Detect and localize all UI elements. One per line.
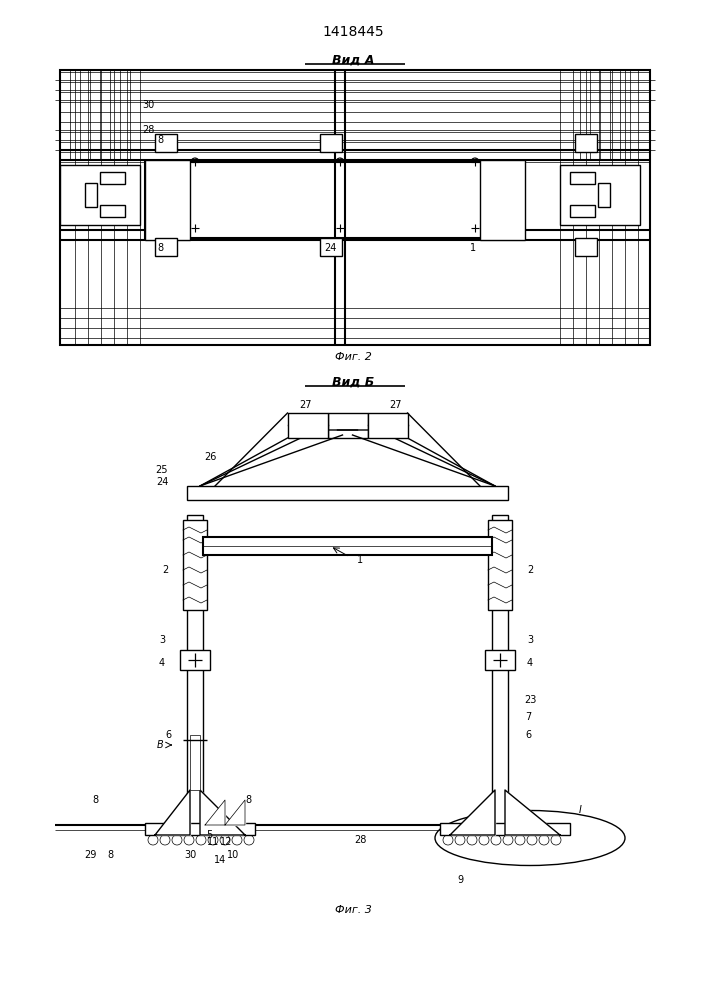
Bar xyxy=(180,650,210,670)
Bar xyxy=(190,735,200,790)
Bar xyxy=(560,165,640,225)
Text: 8: 8 xyxy=(92,795,98,805)
Bar xyxy=(183,520,207,610)
Text: 8: 8 xyxy=(245,795,251,805)
Bar xyxy=(203,537,492,555)
Text: 27: 27 xyxy=(389,400,402,410)
Bar xyxy=(488,520,512,610)
Text: 30: 30 xyxy=(184,850,196,860)
Bar xyxy=(288,413,327,438)
Bar xyxy=(440,823,570,835)
Bar xyxy=(187,515,203,825)
Bar xyxy=(575,238,597,256)
Text: 14: 14 xyxy=(214,855,226,865)
Bar xyxy=(480,160,525,240)
Bar xyxy=(100,172,125,184)
Polygon shape xyxy=(225,800,245,825)
Polygon shape xyxy=(505,790,560,835)
Text: 24: 24 xyxy=(324,243,337,253)
Polygon shape xyxy=(155,790,190,835)
Text: 5: 5 xyxy=(206,830,212,840)
Text: 23: 23 xyxy=(524,695,536,705)
Bar xyxy=(320,134,342,152)
Text: 8: 8 xyxy=(157,135,163,145)
Bar xyxy=(320,238,342,256)
Bar xyxy=(187,486,508,500)
Text: 6: 6 xyxy=(525,730,531,740)
Bar xyxy=(598,183,610,207)
Text: 29: 29 xyxy=(84,850,96,860)
Text: 9: 9 xyxy=(457,875,463,885)
Text: 25: 25 xyxy=(156,465,168,475)
Text: 2: 2 xyxy=(162,565,168,575)
Bar xyxy=(155,134,177,152)
Text: I: I xyxy=(578,805,581,815)
Text: 1: 1 xyxy=(357,555,363,565)
Text: Фиг. 2: Фиг. 2 xyxy=(334,352,371,362)
Text: 12: 12 xyxy=(220,837,232,847)
Bar xyxy=(100,205,125,217)
Bar xyxy=(575,134,597,152)
Bar xyxy=(570,205,595,217)
Text: 7: 7 xyxy=(525,712,531,722)
Text: 10: 10 xyxy=(227,850,239,860)
Bar xyxy=(368,413,407,438)
Bar xyxy=(60,165,140,225)
Text: 24: 24 xyxy=(156,477,168,487)
Bar xyxy=(85,183,97,207)
Text: 8: 8 xyxy=(107,850,113,860)
Text: 11: 11 xyxy=(207,837,219,847)
Text: Вид А: Вид А xyxy=(332,53,374,66)
Bar xyxy=(570,172,595,184)
Text: 26: 26 xyxy=(204,452,216,462)
Text: 30: 30 xyxy=(142,100,154,110)
Text: 3: 3 xyxy=(527,635,533,645)
Text: 3: 3 xyxy=(159,635,165,645)
Bar xyxy=(60,70,650,345)
Bar xyxy=(145,162,520,238)
Text: В: В xyxy=(157,740,163,750)
Polygon shape xyxy=(200,790,245,835)
Bar xyxy=(145,160,190,240)
Bar xyxy=(155,238,177,256)
Text: Фиг. 3: Фиг. 3 xyxy=(334,905,371,915)
Bar xyxy=(492,515,508,825)
Text: 28: 28 xyxy=(354,835,366,845)
Text: 1418445: 1418445 xyxy=(322,25,384,39)
Text: Вид Б: Вид Б xyxy=(332,375,374,388)
Text: 6: 6 xyxy=(165,730,171,740)
Bar xyxy=(145,823,255,835)
Text: 4: 4 xyxy=(527,658,533,668)
Text: 27: 27 xyxy=(299,400,311,410)
Bar xyxy=(485,650,515,670)
Polygon shape xyxy=(205,800,225,825)
Text: 8: 8 xyxy=(157,243,163,253)
Text: 4: 4 xyxy=(159,658,165,668)
Text: 28: 28 xyxy=(142,125,154,135)
Text: 1: 1 xyxy=(470,243,476,253)
Polygon shape xyxy=(450,790,495,835)
Text: 2: 2 xyxy=(527,565,533,575)
